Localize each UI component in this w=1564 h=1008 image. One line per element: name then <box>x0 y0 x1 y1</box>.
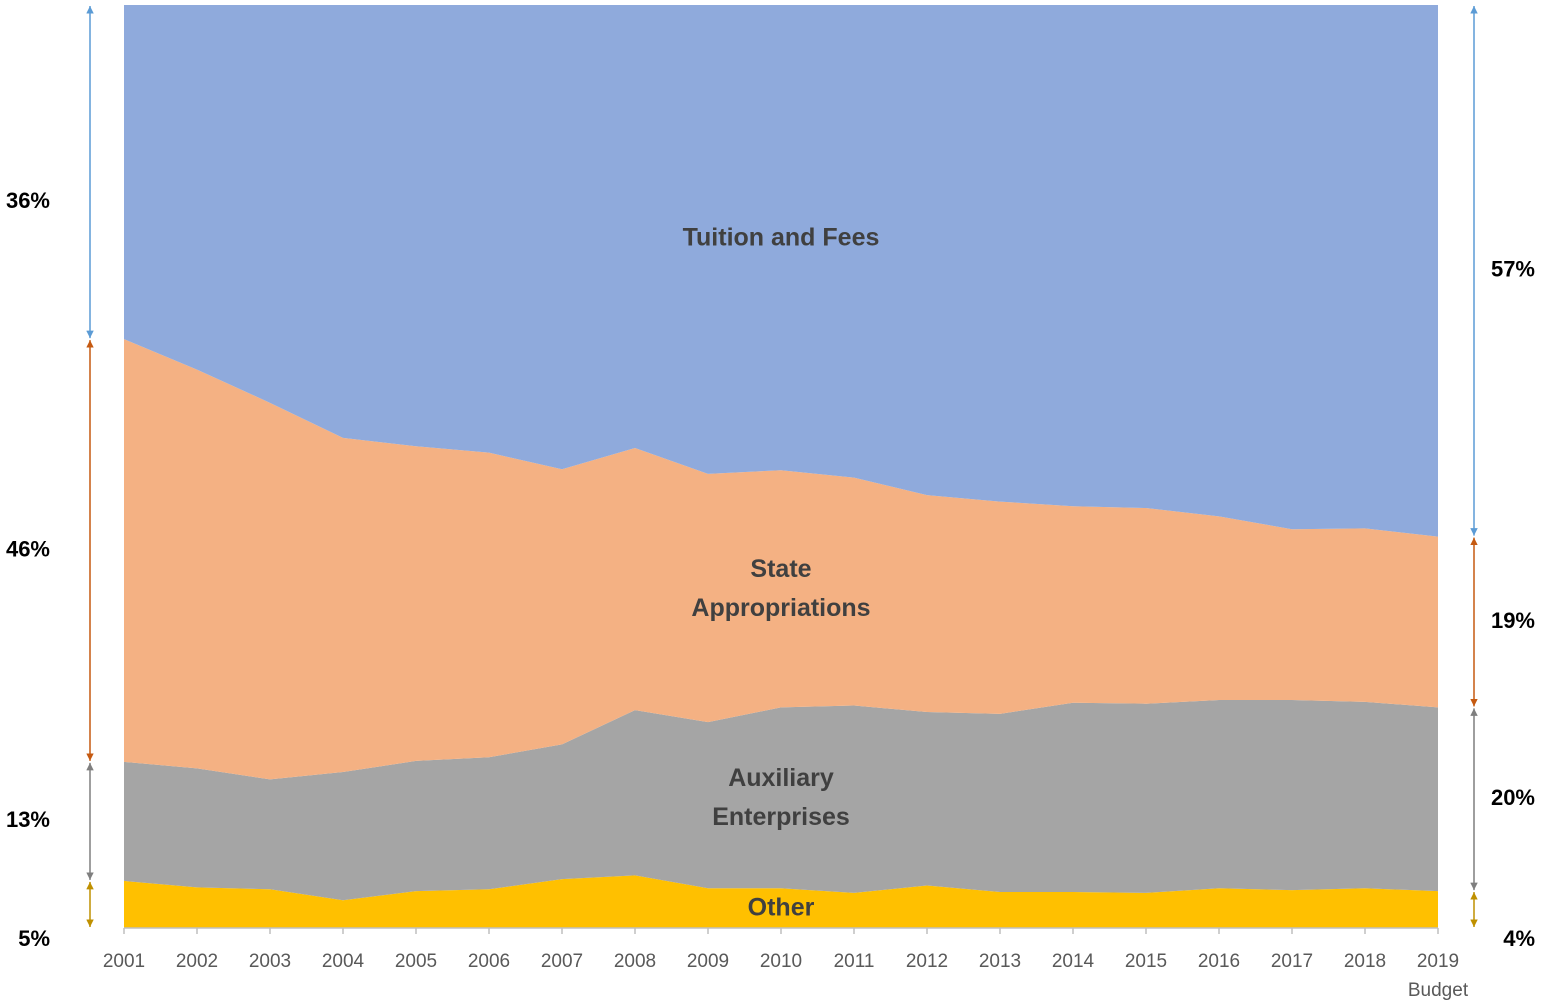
x-tick-label: 2010 <box>760 951 802 972</box>
x-tick-label: 2004 <box>322 951 365 972</box>
x-tick-label: 2015 <box>1125 951 1167 972</box>
x-tick-label: 2011 <box>834 951 875 972</box>
series-label: State Appropriations <box>691 554 871 622</box>
share-label: 4% <box>1503 926 1535 951</box>
x-tick-label: 2008 <box>614 951 656 972</box>
x-tick-label: 2012 <box>906 951 948 972</box>
x-tick-label: 2003 <box>249 951 291 972</box>
x-tick-label: 2002 <box>176 951 218 972</box>
share-label: 46% <box>6 536 50 561</box>
x-tick-label: 2005 <box>395 951 437 972</box>
x-tick-label: 2014 <box>1052 951 1095 972</box>
x-tick-label: 2019 <box>1417 951 1459 972</box>
share-label: 20% <box>1491 785 1535 810</box>
x-tick-label: 2007 <box>541 951 583 972</box>
series-label: Other <box>747 893 815 922</box>
x-tick-label: 2016 <box>1198 951 1240 972</box>
area <box>124 339 1438 780</box>
x-tick-label: 2009 <box>687 951 729 972</box>
x-tick-label: 2001 <box>103 951 145 972</box>
area <box>124 5 1438 537</box>
share-label: 5% <box>18 926 50 951</box>
area <box>124 875 1438 928</box>
area <box>124 700 1438 901</box>
share-label: 36% <box>6 188 50 213</box>
share-label: 13% <box>6 807 50 832</box>
x-tick-label: 2018 <box>1344 951 1386 972</box>
x-tick-label: 2006 <box>468 951 510 972</box>
share-label: 57% <box>1491 257 1535 282</box>
x-note: Budget <box>1408 980 1469 1001</box>
x-tick-label: 2013 <box>979 951 1021 972</box>
series-label: Tuition and Fees <box>682 223 880 252</box>
share-label: 19% <box>1491 608 1535 633</box>
x-tick-label: 2017 <box>1271 951 1313 972</box>
series-label: Auxiliary Enterprises <box>712 763 850 831</box>
